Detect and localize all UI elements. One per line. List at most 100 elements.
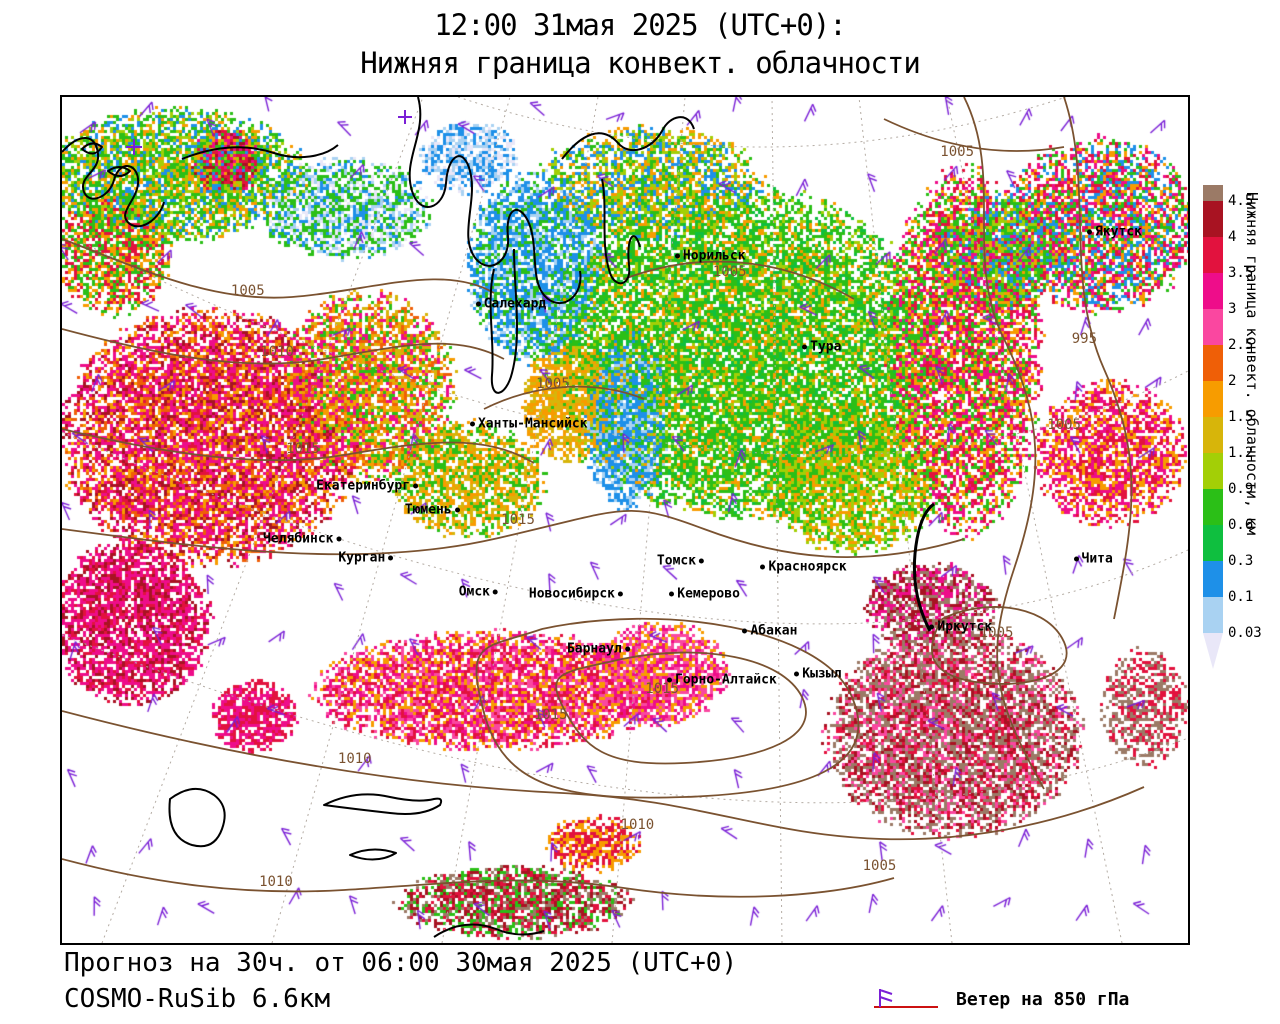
colorbar-segment [1203,453,1223,489]
city-marker: Кемерово [669,586,740,601]
colorbar-tick-label: 0.1 [1228,589,1254,605]
city-dot-icon [413,483,419,489]
city-label: Ханты-Мансийск [477,416,588,432]
city-dot-icon [1087,229,1093,234]
city-marker: Якутск [1087,224,1142,239]
city-dot-icon [388,555,394,561]
title-parameter: Нижняя граница конвект. облачности [360,46,921,80]
city-marker: Новосибирск [529,586,623,601]
colorbar-segment [1203,381,1223,417]
city-label: Якутск [1095,224,1142,239]
city-dot-icon [1073,556,1079,562]
coastline-paths [62,97,935,938]
colorbar-segment [1203,489,1223,525]
colorbar-tick-label: 1.5 [1228,409,1254,425]
city-label: Томск [656,553,697,569]
city-dot-icon [454,507,460,513]
pressure-label: 1010 [620,817,655,834]
colorbar-segment [1203,237,1223,273]
colorbar-segment [1203,185,1223,201]
city-label: Норильск [682,248,746,264]
city-marker: Салехард [475,296,547,312]
wind-legend-label: Ветер на 850 гПа [956,988,1130,1010]
pressure-label: 1005 [712,264,747,281]
pressure-labels-layer: 1005 1005 1005 1010 1015 1015 1015 1015 1010 1010… [62,97,1188,943]
pressure-label: 1015 [501,512,535,528]
colorbar-tick-label: 3.5 [1228,265,1254,281]
city-dot-icon [742,628,748,634]
colorbar-segment [1203,309,1223,345]
colorbar-tick-label: 0.03 [1228,625,1262,641]
isobar-lines [62,97,1145,898]
pressure-label: 1005 [230,282,265,299]
city-dot-icon [624,646,630,652]
colorbar-tick-label: 2 [1228,373,1237,389]
pressure-label: 1015 [286,440,320,457]
city-marker: Кызыл [794,666,841,681]
wind-legend: Ветер на 850 гПа [872,986,1129,1012]
city-label: Красноярск [768,559,847,575]
city-label: Челябинск [263,531,334,547]
forecast-caption: Прогноз на 30ч. от 06:00 30мая 2025 (UTC… [64,948,738,978]
city-dot-icon [929,624,935,630]
city-label: Новосибирск [528,586,615,602]
colorbar-tick-label: 4.5 [1228,193,1254,209]
city-dot-icon [336,536,342,542]
city-marker: Иркутск [929,619,992,634]
pressure-label: 1005 [536,375,570,392]
city-dot-icon [493,589,498,595]
colorbar-tick-label: 0.6 [1228,517,1254,533]
city-marker: Барнаул [567,642,630,657]
city-marker: Тюмень [405,502,460,517]
city-marker: Норильск [674,248,746,264]
city-dot-icon [469,421,475,427]
map-overlay-lines [62,97,1188,943]
city-marker: Тура [802,339,841,354]
city-label: Омск [458,584,490,600]
city-label: Кызыл [802,666,842,682]
city-label: Абакан [750,623,798,639]
city-label: Барнаул [566,641,622,657]
city-label: Тюмень [404,502,452,518]
colorbar-tick-label: 4 [1228,229,1237,245]
map-area[interactable]: 1005 1005 1005 1010 1015 1015 1015 1015 1010 1010… [60,95,1190,945]
city-marker: Томск [656,553,705,569]
colorbar-tick-label: 1.2 [1228,445,1254,461]
wind-barb-icon [874,989,938,1008]
colorbar-tick-label: 0.9 [1228,481,1254,497]
city-marker: Омск [459,584,498,599]
city-label: Кемерово [677,586,740,602]
title-datetime: 12:00 31мая 2025 (UTC+0): [434,8,847,42]
city-marker: Абакан [742,623,797,638]
city-dot-icon [802,344,808,350]
city-dot-icon [699,558,705,564]
cloud-base-raster [62,97,1188,943]
city-dot-icon [669,591,675,597]
model-caption: COSMO-RuSib 6.6км [64,984,331,1014]
colorbar: 4.5 4 3.5 3 2.5 2 1.5 1.2 0.9 0.6 0.3 0.1 0.03 [1203,185,1262,669]
pressure-label: 1015 [533,707,568,724]
colorbar-segment [1203,273,1223,309]
city-label: Чита [1081,551,1113,567]
pressure-label: 1005 [862,858,897,874]
city-marker: Ханты-Мансийск [469,416,588,432]
graticule-lines [62,97,1188,943]
city-dot-icon [667,677,673,683]
city-marker: Чита [1073,551,1113,567]
colorbar-segment [1203,417,1223,453]
city-label: Иркутск [937,619,993,635]
pressure-label: 1010 [260,344,294,361]
colorbar-segment [1203,597,1223,633]
city-marker: Челябинск [263,531,342,547]
colorbar-tick-label: 0.3 [1228,553,1254,569]
colorbar-segment [1203,633,1223,669]
colorbar-segment [1203,201,1223,237]
colorbar-segment [1203,561,1223,597]
city-dot-icon [760,564,766,570]
pressure-label: 1005 [979,624,1014,641]
map-title: 12:00 31мая 2025 (UTC+0): Нижняя граница… [0,6,1280,82]
station-cross-icons [126,110,412,155]
city-label: Салехард [483,296,547,312]
colorbar-axis-title: Нижняя граница конвект. облачности, км [1243,192,1261,536]
